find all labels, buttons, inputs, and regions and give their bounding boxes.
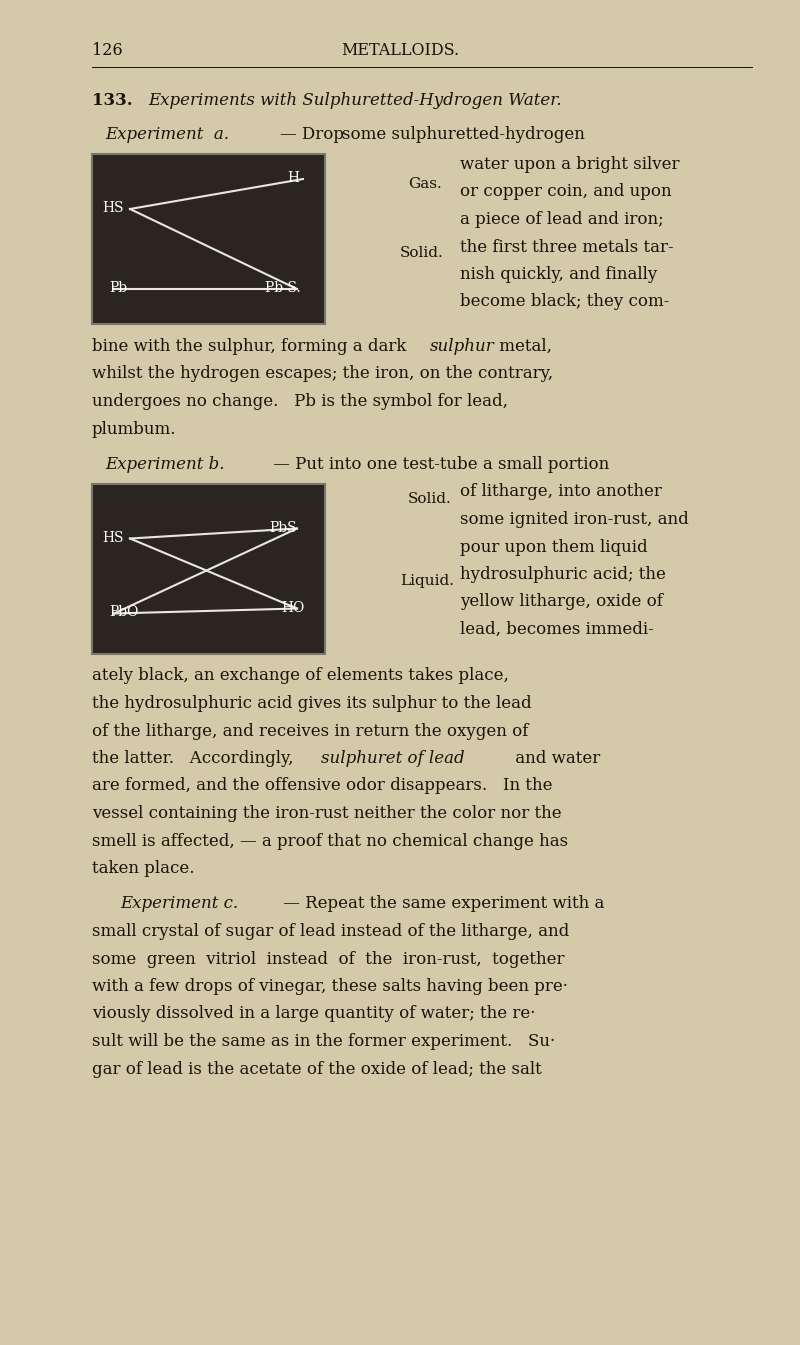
Text: Solid.: Solid.	[408, 492, 452, 506]
Text: and water: and water	[510, 751, 600, 767]
Text: Experiment b.: Experiment b.	[105, 456, 225, 473]
Text: H: H	[287, 171, 299, 186]
Text: bine with the sulphur, forming a dark: bine with the sulphur, forming a dark	[92, 338, 412, 355]
Text: or copper coin, and upon: or copper coin, and upon	[460, 183, 672, 200]
Text: Solid.: Solid.	[400, 246, 444, 260]
Text: — Drop: — Drop	[280, 126, 344, 143]
Text: 126: 126	[92, 42, 122, 59]
Text: nish quickly, and finally: nish quickly, and finally	[460, 266, 658, 282]
Text: the hydrosulphuric acid gives its sulphur to the lead: the hydrosulphuric acid gives its sulphu…	[92, 695, 532, 712]
Text: of litharge, into another: of litharge, into another	[460, 483, 662, 500]
Bar	[92, 153, 325, 324]
Text: the latter.   Accordingly,: the latter. Accordingly,	[92, 751, 298, 767]
Text: are formed, and the offensive odor disappears.   In the: are formed, and the offensive odor disap…	[92, 777, 553, 795]
Text: water upon a bright silver: water upon a bright silver	[460, 156, 679, 174]
Text: — Put into one test-tube a small portion: — Put into one test-tube a small portion	[268, 456, 610, 473]
Text: yellow litharge, oxide of: yellow litharge, oxide of	[460, 593, 663, 611]
Text: Pb: Pb	[109, 281, 127, 295]
Text: ately black, an exchange of elements takes place,: ately black, an exchange of elements tak…	[92, 667, 509, 685]
Text: smell is affected, — a proof that no chemical change has: smell is affected, — a proof that no che…	[92, 833, 568, 850]
Text: Experiments with Sulphuretted-Hydrogen Water.: Experiments with Sulphuretted-Hydrogen W…	[148, 91, 562, 109]
Text: sulphur: sulphur	[430, 338, 494, 355]
Text: — Repeat the same experiment with a: — Repeat the same experiment with a	[278, 896, 604, 912]
Text: undergoes no change.   Pb is the symbol for lead,: undergoes no change. Pb is the symbol fo…	[92, 393, 508, 410]
Text: Experiment  a.: Experiment a.	[105, 126, 229, 143]
Text: a piece of lead and iron;: a piece of lead and iron;	[460, 211, 664, 229]
Text: the first three metals tar-: the first three metals tar-	[460, 238, 674, 256]
Text: Experiment c.: Experiment c.	[120, 896, 238, 912]
Text: METALLOIDS.: METALLOIDS.	[341, 42, 459, 59]
Text: plumbum.: plumbum.	[92, 421, 177, 437]
Text: HS: HS	[102, 530, 123, 545]
Text: 133.: 133.	[92, 91, 133, 109]
Text: Pb S.: Pb S.	[265, 281, 301, 295]
Text: sult will be the same as in the former experiment.   Su·: sult will be the same as in the former e…	[92, 1033, 555, 1050]
Text: metal,: metal,	[494, 338, 552, 355]
Text: PbS: PbS	[269, 521, 297, 534]
Text: hydrosulphuric acid; the: hydrosulphuric acid; the	[460, 566, 666, 582]
Text: Gas.: Gas.	[408, 178, 442, 191]
Text: some  green  vitriol  instead  of  the  iron-rust,  together: some green vitriol instead of the iron-r…	[92, 951, 565, 967]
Text: sulphuret of lead: sulphuret of lead	[321, 751, 465, 767]
Text: some sulphuretted-hydrogen: some sulphuretted-hydrogen	[342, 126, 585, 143]
Text: whilst the hydrogen escapes; the iron, on the contrary,: whilst the hydrogen escapes; the iron, o…	[92, 366, 553, 382]
Text: become black; they com-: become black; they com-	[460, 293, 670, 311]
Text: of the litharge, and receives in return the oxygen of: of the litharge, and receives in return …	[92, 722, 528, 740]
Text: with a few drops of vinegar, these salts having been pre·: with a few drops of vinegar, these salts…	[92, 978, 568, 995]
Text: viously dissolved in a large quantity of water; the re·: viously dissolved in a large quantity of…	[92, 1006, 535, 1022]
Text: PbO: PbO	[109, 605, 138, 620]
Text: gar of lead is the acetate of the oxide of lead; the salt: gar of lead is the acetate of the oxide …	[92, 1060, 542, 1077]
Text: Liquid.: Liquid.	[400, 574, 454, 588]
Text: pour upon them liquid: pour upon them liquid	[460, 538, 648, 555]
Text: HO: HO	[281, 600, 304, 615]
Bar	[92, 483, 325, 654]
Text: HS: HS	[102, 200, 123, 215]
Text: lead, becomes immedi-: lead, becomes immedi-	[460, 621, 654, 638]
Text: vessel containing the iron-rust neither the color nor the: vessel containing the iron-rust neither …	[92, 806, 562, 822]
Text: taken place.: taken place.	[92, 859, 194, 877]
Text: some ignited iron-rust, and: some ignited iron-rust, and	[460, 511, 689, 529]
Text: small crystal of sugar of lead instead of the litharge, and: small crystal of sugar of lead instead o…	[92, 923, 570, 940]
